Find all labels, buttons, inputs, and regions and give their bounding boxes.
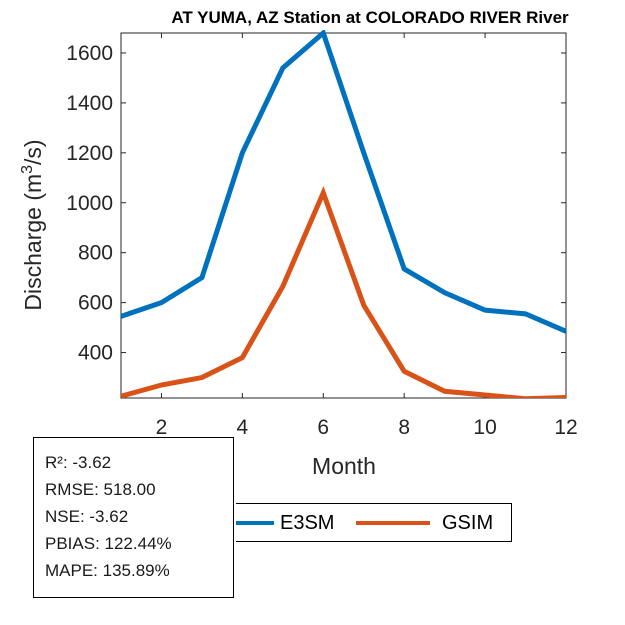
stat-nse: NSE: -3.62 (45, 507, 129, 526)
x-tick-label: 10 (473, 416, 496, 439)
y-axis-label-main: Discharge (m (20, 174, 46, 311)
y-tick-label: 800 (78, 242, 113, 265)
x-tick-label: 6 (317, 416, 329, 439)
y-tick-label: 1400 (66, 92, 113, 115)
y-tick-label: 600 (78, 292, 113, 315)
y-tick-label: 1600 (66, 42, 113, 65)
stat-rmse: RMSE: 518.00 (45, 480, 156, 499)
x-axis-label: Month (312, 453, 376, 479)
chart-title: AT YUMA, AZ Station at COLORADO RIVER Ri… (171, 8, 569, 27)
y-axis-ticks: 400 600 800 1000 1200 1400 1600 (66, 42, 566, 365)
legend: E3SM GSIM (236, 503, 512, 542)
series-line-e3sm (121, 30, 566, 334)
y-tick-label: 400 (78, 342, 113, 365)
stat-r2: R²: -3.62 (45, 453, 112, 472)
stats-box: R²: -3.62 RMSE: 518.00 NSE: -3.62 PBIAS:… (33, 437, 234, 598)
series-lines (121, 30, 566, 398)
x-tick-label: 2 (156, 416, 168, 439)
x-tick-label: 4 (237, 416, 249, 439)
x-axis-ticks: 2 4 6 8 10 12 (156, 33, 578, 439)
legend-gsim-swatch (356, 521, 430, 525)
y-axis-label-end: /s) (20, 139, 46, 165)
stat-mape: MAPE: 135.89% (45, 561, 170, 580)
x-tick-label: 8 (398, 416, 410, 439)
plot-frame (120, 32, 567, 399)
y-axis-label-sup: 3 (19, 165, 36, 174)
legend-gsim-label: GSIM (442, 512, 494, 534)
stat-pbias: PBIAS: 122.44% (45, 534, 172, 553)
y-tick-label: 1200 (66, 142, 113, 165)
x-tick-label: 12 (554, 416, 577, 439)
y-tick-label: 1000 (66, 192, 113, 215)
legend-e3sm-swatch (236, 521, 274, 525)
y-axis-label: Discharge (m3/s) (19, 139, 46, 310)
series-line-gsim (121, 185, 566, 398)
plot-area (120, 32, 567, 399)
legend-e3sm-label: E3SM (280, 512, 335, 534)
